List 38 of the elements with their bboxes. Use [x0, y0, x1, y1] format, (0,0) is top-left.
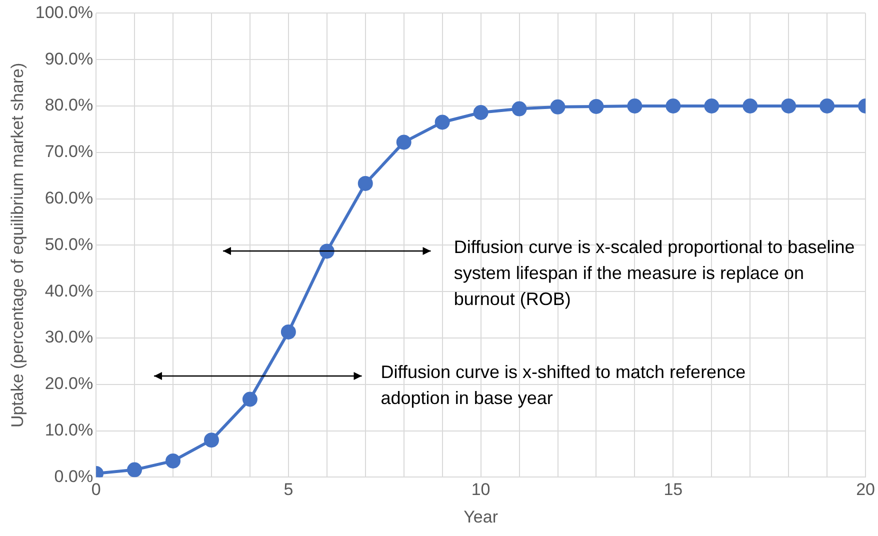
- point: [588, 98, 604, 114]
- point: [434, 114, 450, 130]
- x-tick-label: 10: [471, 480, 490, 500]
- point: [666, 98, 681, 114]
- y-tick-label: 40.0%: [44, 281, 94, 300]
- x-tick-label: 15: [664, 480, 683, 500]
- y-tick-label: 90.0%: [44, 49, 94, 68]
- y-tick-label: 50.0%: [44, 234, 94, 254]
- point: [550, 99, 566, 114]
- x-tick-label: 5: [284, 480, 294, 500]
- y-tick-label: 20.0%: [44, 374, 94, 394]
- point: [280, 324, 296, 340]
- point: [204, 432, 219, 448]
- y-tick-label: 70.0%: [44, 142, 94, 162]
- point: [627, 98, 642, 114]
- y-tick-label: 0.0%: [54, 466, 94, 486]
- annotation: Diffusion curve is x-scaled proportional to baseline system lifespan if the measure is replace on burnout (ROB): [454, 236, 856, 311]
- y-axis-title: Uptake (percentage of equilibrium market share): [8, 62, 27, 428]
- y-tick-label: 10.0%: [44, 420, 94, 440]
- x-tick-label: 20: [856, 480, 876, 500]
- point: [820, 98, 835, 114]
- y-tick-label: 30.0%: [44, 328, 94, 347]
- annotation: Diffusion curve is x-shifted to match reference adoption in base year: [380, 360, 747, 410]
- x-tick-label: 0: [91, 480, 101, 500]
- point: [473, 104, 488, 120]
- point: [781, 98, 796, 114]
- point: [166, 453, 181, 468]
- y-tick-label: 80.0%: [44, 96, 94, 115]
- x-axis-title: Year: [464, 507, 498, 526]
- point: [704, 98, 720, 114]
- point: [127, 462, 142, 478]
- y-tick-label: 100.0%: [35, 2, 94, 22]
- point: [512, 101, 527, 116]
- point: [242, 392, 258, 407]
- y-tick-label: 60.0%: [44, 188, 94, 208]
- point: [358, 176, 373, 191]
- point: [742, 98, 758, 114]
- point: [396, 134, 412, 150]
